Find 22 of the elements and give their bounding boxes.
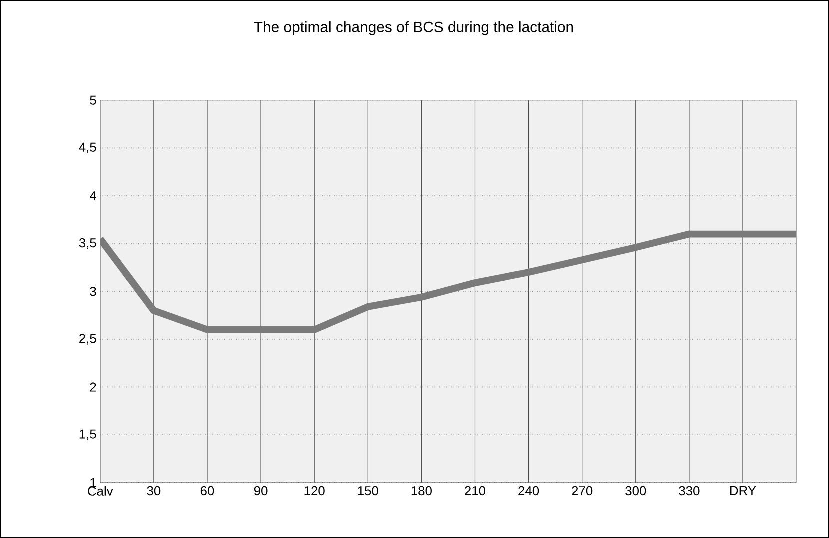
x-tick-label: 180: [412, 486, 432, 496]
x-tick-label: DRY: [730, 486, 756, 496]
y-tick-label: 5: [90, 96, 96, 105]
x-tick-label: 300: [626, 486, 646, 496]
x-tick-label: 210: [465, 486, 486, 496]
y-tick-label: 2,5: [80, 334, 96, 345]
y-tick-label: 3: [90, 286, 96, 296]
x-tick-label: 120: [304, 486, 325, 496]
x-tick-label: 330: [679, 486, 700, 496]
y-tick-label: 2: [90, 382, 96, 392]
x-tick-label: Calv: [88, 486, 114, 496]
y-tick-label: 1,5: [80, 430, 96, 440]
chart-title: The optimal changes of BCS during the lactation: [254, 21, 574, 36]
y-tick-label: 4: [90, 191, 96, 200]
y-tick-label: 3,5: [79, 238, 96, 249]
x-tick-label: 150: [358, 486, 378, 496]
x-tick-label: 60: [200, 486, 214, 496]
x-tick-label: 30: [147, 486, 161, 496]
x-tick-label: 90: [254, 486, 268, 496]
x-tick-label: 270: [572, 486, 593, 496]
y-tick-label: 4,5: [79, 142, 96, 154]
x-tick-label: 240: [518, 486, 540, 496]
